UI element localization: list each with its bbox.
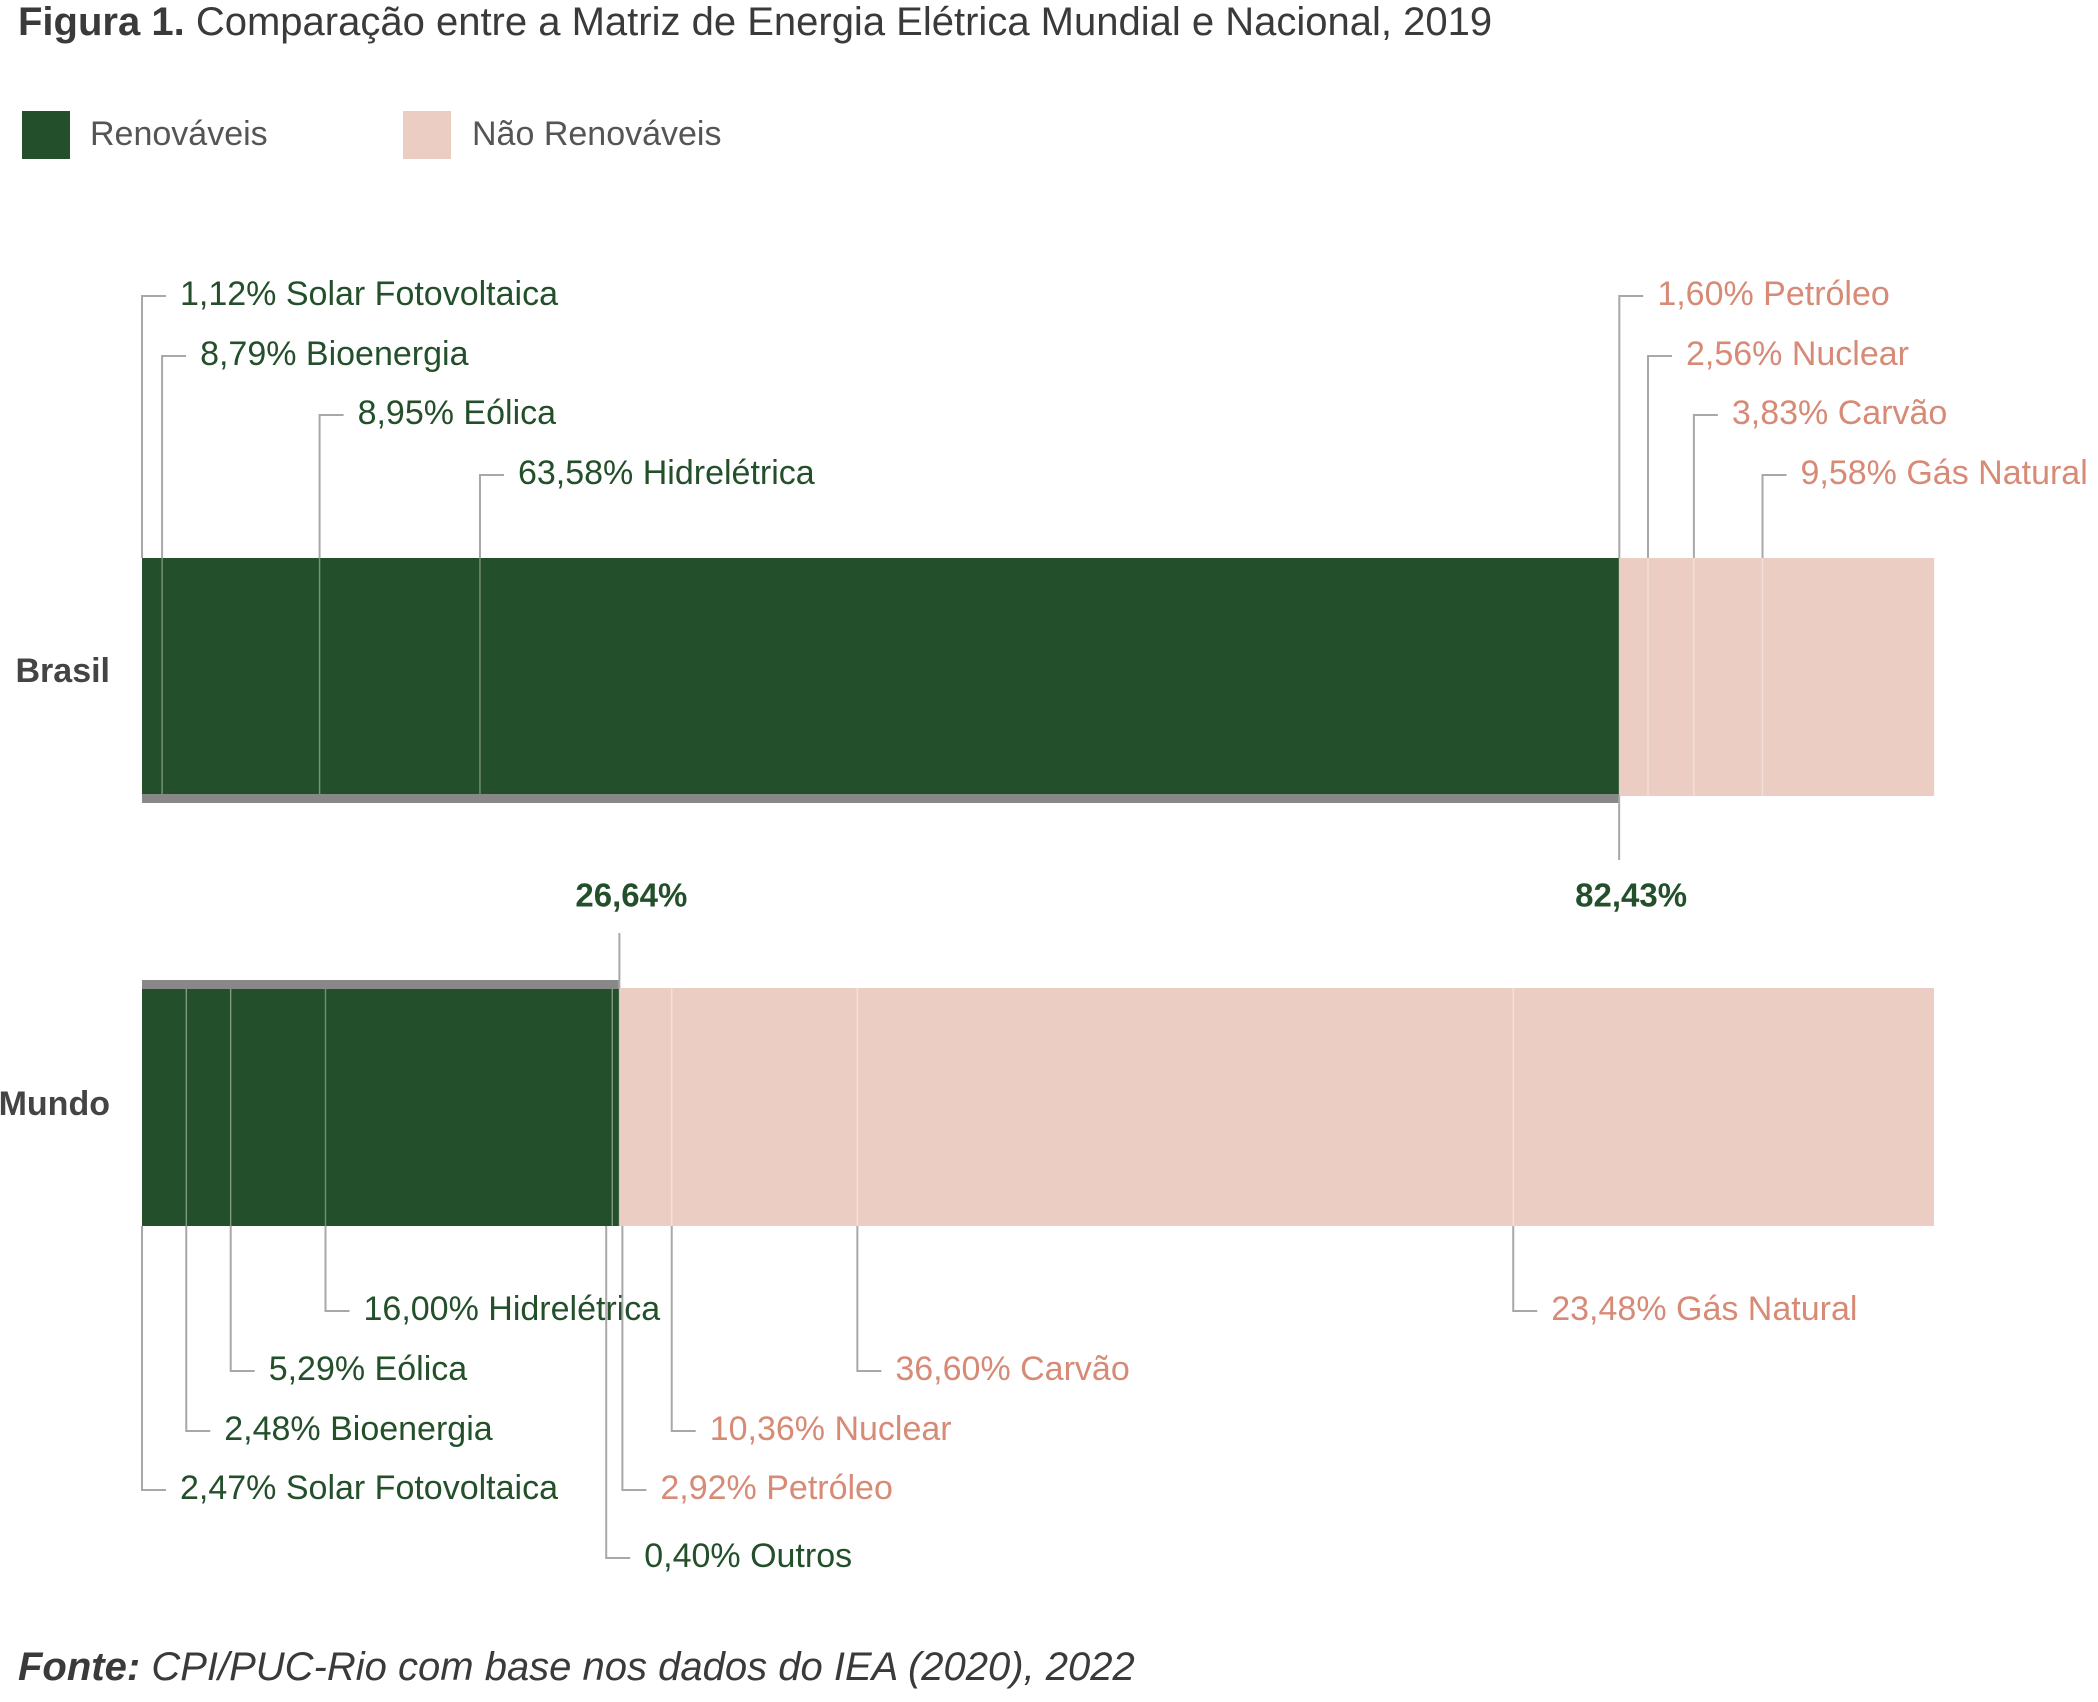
leader-line-brasil-bioenergia bbox=[161, 355, 187, 558]
leader-line-mundo-petroleo bbox=[621, 1226, 647, 1491]
segment-label-mundo-hidreletrica: 16,00% Hidrelétrica bbox=[364, 1290, 661, 1328]
bar-segment-brasil-eolica bbox=[319, 558, 480, 796]
category-label-mundo: Mundo bbox=[0, 1085, 110, 1123]
bar-segment-brasil-petroleo bbox=[1619, 558, 1648, 796]
segment-label-brasil-solar-fotovoltaica: 1,12% Solar Fotovoltaica bbox=[180, 275, 558, 313]
bar-segment-mundo-bioenergia bbox=[186, 988, 231, 1226]
total-renewable-strip-mundo bbox=[142, 980, 620, 989]
leader-line-brasil-nuclear bbox=[1646, 355, 1672, 558]
bar-segment-mundo-outros bbox=[612, 988, 620, 1226]
leader-line-mundo-solar-fotovoltaica bbox=[141, 1226, 166, 1491]
segment-label-brasil-gas-natural: 9,58% Gás Natural bbox=[1801, 454, 2088, 492]
bar-segment-mundo-carvao bbox=[857, 988, 1514, 1226]
segment-label-mundo-nuclear: 10,36% Nuclear bbox=[710, 1410, 952, 1448]
segment-label-mundo-petroleo: 2,92% Petróleo bbox=[660, 1469, 893, 1507]
segment-label-brasil-eolica: 8,95% Eólica bbox=[358, 394, 557, 432]
bar-segment-mundo-nuclear bbox=[671, 988, 858, 1226]
leader-line-brasil-petroleo bbox=[1618, 295, 1644, 558]
legend-swatch-renewable bbox=[22, 111, 70, 159]
bar-segment-mundo-solar-fotovoltaica bbox=[142, 988, 187, 1226]
segment-label-brasil-hidreletrica: 63,58% Hidrelétrica bbox=[518, 454, 815, 492]
bar-segment-brasil-nuclear bbox=[1647, 558, 1694, 796]
total-renewable-label-mundo: 26,64% bbox=[575, 877, 687, 914]
bar-segment-mundo-eolica bbox=[230, 988, 326, 1226]
leader-line-mundo-eolica bbox=[229, 1226, 255, 1372]
segment-label-brasil-petroleo: 1,60% Petróleo bbox=[1657, 275, 1890, 313]
bar-segment-brasil-bioenergia bbox=[162, 558, 320, 796]
segment-label-brasil-nuclear: 2,56% Nuclear bbox=[1686, 335, 1909, 373]
leader-line-brasil-hidreletrica bbox=[478, 474, 504, 558]
source-prefix: Fonte: bbox=[18, 1645, 141, 1689]
source-note: Fonte: CPI/PUC-Rio com base nos dados do… bbox=[18, 1645, 1135, 1690]
leader-line-brasil-gas-natural bbox=[1761, 474, 1787, 558]
segment-label-mundo-outros: 0,40% Outros bbox=[644, 1537, 852, 1575]
leader-line-brasil-solar-fotovoltaica bbox=[141, 295, 166, 558]
bar-segment-brasil-hidreletrica bbox=[479, 558, 1620, 796]
total-renewable-label-brasil: 82,43% bbox=[1575, 877, 1687, 914]
segment-label-mundo-eolica: 5,29% Eólica bbox=[269, 1350, 468, 1388]
leader-line-mundo-carvao bbox=[856, 1226, 882, 1372]
bar-segment-mundo-gas-natural bbox=[1513, 988, 1934, 1226]
segment-label-mundo-carvao: 36,60% Carvão bbox=[895, 1350, 1129, 1388]
leader-line-brasil-carvao bbox=[1692, 414, 1718, 558]
bar-segment-mundo-petroleo bbox=[619, 988, 672, 1226]
bar-segment-brasil-carvao bbox=[1693, 558, 1763, 796]
bar-segment-mundo-hidreletrica bbox=[325, 988, 613, 1226]
segment-label-mundo-gas-natural: 23,48% Gás Natural bbox=[1551, 1290, 1857, 1328]
total-renewable-strip-brasil bbox=[142, 794, 1620, 803]
figure-caption: Comparação entre a Matriz de Energia Elé… bbox=[195, 0, 1493, 44]
segment-label-brasil-carvao: 3,83% Carvão bbox=[1732, 394, 1947, 432]
source-text: CPI/PUC-Rio com base nos dados do IEA (2… bbox=[151, 1645, 1135, 1689]
leader-line-brasil-eolica bbox=[318, 414, 344, 558]
leader-line-mundo-hidreletrica bbox=[324, 1226, 350, 1312]
leader-line-mundo-bioenergia bbox=[185, 1226, 211, 1432]
leader-line-mundo-gas-natural bbox=[1512, 1226, 1538, 1312]
segment-label-brasil-bioenergia: 8,79% Bioenergia bbox=[200, 335, 469, 373]
figure-number: Figura 1. bbox=[18, 0, 185, 44]
legend-label-renewable: Renováveis bbox=[90, 115, 268, 153]
segment-label-mundo-solar-fotovoltaica: 2,47% Solar Fotovoltaica bbox=[180, 1469, 558, 1507]
bar-segment-brasil-solar-fotovoltaica bbox=[142, 558, 163, 796]
category-label-brasil: Brasil bbox=[16, 652, 111, 690]
bar-segment-brasil-gas-natural bbox=[1762, 558, 1935, 796]
legend-swatch-non-renewable bbox=[403, 111, 451, 159]
chart-title: Figura 1. Comparação entre a Matriz de E… bbox=[18, 0, 1492, 45]
leader-line-mundo-outros bbox=[605, 1226, 631, 1559]
leader-line-mundo-nuclear bbox=[670, 1226, 696, 1432]
segment-label-mundo-bioenergia: 2,48% Bioenergia bbox=[224, 1410, 493, 1448]
legend-label-non-renewable: Não Renováveis bbox=[472, 115, 722, 153]
